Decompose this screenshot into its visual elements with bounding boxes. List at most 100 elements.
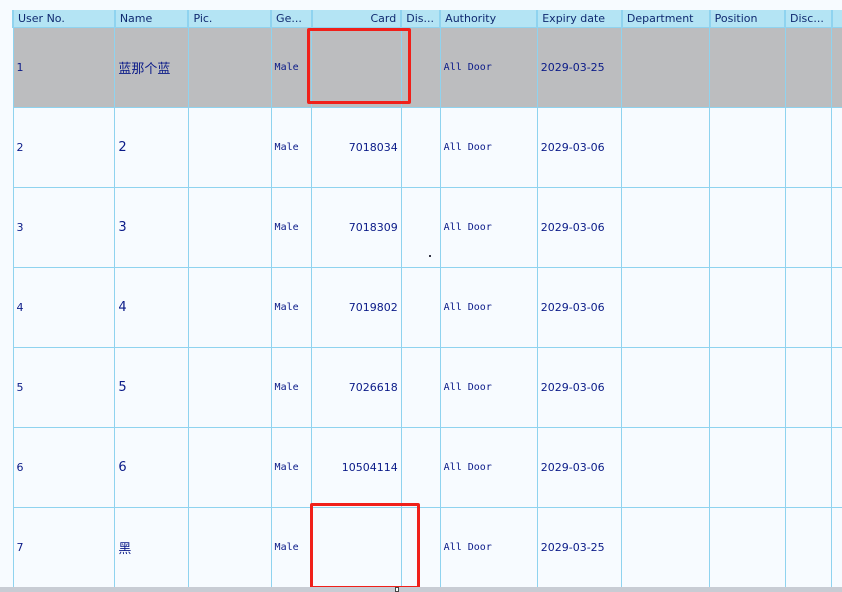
table-row[interactable]: 7 黑 Male All Door 2029-03-25 xyxy=(12,507,842,588)
cell-dis[interactable] xyxy=(400,267,441,348)
cell-dis[interactable] xyxy=(400,507,441,588)
cell-card[interactable]: 7018034 xyxy=(311,107,402,188)
cell-position[interactable] xyxy=(709,187,786,268)
cell-position[interactable] xyxy=(709,427,786,508)
cell-pic[interactable] xyxy=(187,267,272,348)
column-header-extra[interactable] xyxy=(830,10,842,28)
horizontal-scrollbar[interactable] xyxy=(0,587,842,592)
cell-position[interactable] xyxy=(709,107,786,188)
cell-name[interactable]: 4 xyxy=(114,267,189,348)
table-row[interactable]: 4 4 Male 7019802 All Door 2029-03-06 xyxy=(12,267,842,348)
column-header-name[interactable]: Name xyxy=(113,10,189,28)
cell-disc[interactable] xyxy=(784,507,832,588)
cell-disc[interactable] xyxy=(784,27,832,108)
column-header-position[interactable]: Position xyxy=(708,10,786,28)
cell-authority[interactable]: All Door xyxy=(439,27,538,108)
column-header-user-no[interactable]: User No. xyxy=(12,10,115,28)
cell-no[interactable]: 2 xyxy=(12,107,115,188)
cell-name[interactable]: 蓝那个蓝 xyxy=(114,27,189,108)
cell-name[interactable]: 3 xyxy=(114,187,189,268)
cell-position[interactable] xyxy=(709,27,786,108)
cell-pic[interactable] xyxy=(187,507,272,588)
card-highlight-box xyxy=(310,503,420,589)
cell-gender[interactable]: Male xyxy=(270,347,312,428)
cell-name[interactable]: 黑 xyxy=(114,507,189,588)
cell-department[interactable] xyxy=(621,267,710,348)
column-header-department[interactable]: Department xyxy=(620,10,710,28)
cell-disc[interactable] xyxy=(784,107,832,188)
cell-no[interactable]: 5 xyxy=(12,347,115,428)
table-row[interactable]: 5 5 Male 7026618 All Door 2029-03-06 xyxy=(12,347,842,428)
cell-expiry[interactable]: 2029-03-06 xyxy=(536,107,622,188)
cell-no[interactable]: 4 xyxy=(12,267,115,348)
cell-gender[interactable]: Male xyxy=(270,187,312,268)
column-header-disc[interactable]: Disc... xyxy=(784,10,832,28)
resize-handle[interactable] xyxy=(395,587,399,592)
cell-dis[interactable] xyxy=(400,347,441,428)
cell-extra xyxy=(831,507,842,588)
cell-disc[interactable] xyxy=(784,267,832,348)
cell-gender[interactable]: Male xyxy=(270,267,312,348)
cell-department[interactable] xyxy=(621,347,710,428)
cell-authority[interactable]: All Door xyxy=(439,107,538,188)
column-header-expiry-date[interactable]: Expiry date xyxy=(536,10,622,28)
column-header-pic[interactable]: Pic. xyxy=(187,10,272,28)
cell-authority[interactable]: All Door xyxy=(439,267,538,348)
cell-authority[interactable]: All Door xyxy=(439,427,538,508)
cell-pic[interactable] xyxy=(187,347,272,428)
cell-gender[interactable]: Male xyxy=(270,27,312,108)
cell-no[interactable]: 3 xyxy=(12,187,115,268)
cell-card[interactable]: 7026618 xyxy=(311,347,402,428)
cell-name[interactable]: 5 xyxy=(114,347,189,428)
cell-name[interactable]: 2 xyxy=(114,107,189,188)
cell-position[interactable] xyxy=(709,267,786,348)
cell-pic[interactable] xyxy=(187,427,272,508)
cell-card[interactable]: 7018309 xyxy=(311,187,402,268)
cell-authority[interactable]: All Door xyxy=(439,187,538,268)
column-header-gender[interactable]: Ge... xyxy=(270,10,312,28)
column-header-card[interactable]: Card xyxy=(310,10,402,28)
column-header-dis[interactable]: Dis... xyxy=(400,10,441,28)
cell-authority[interactable]: All Door xyxy=(439,507,538,588)
cell-no[interactable]: 1 xyxy=(12,27,115,108)
column-header-authority[interactable]: Authority xyxy=(439,10,538,28)
table-row[interactable]: 3 3 Male 7018309 All Door 2029-03-06 xyxy=(12,187,842,268)
cell-no[interactable]: 7 xyxy=(12,507,115,588)
cell-pic[interactable] xyxy=(187,187,272,268)
cell-position[interactable] xyxy=(709,507,786,588)
cell-authority[interactable]: All Door xyxy=(439,347,538,428)
cell-name[interactable]: 6 xyxy=(114,427,189,508)
cell-gender[interactable]: Male xyxy=(270,427,312,508)
cell-dis[interactable] xyxy=(400,27,441,108)
cell-pic[interactable] xyxy=(187,27,272,108)
table-row[interactable]: 2 2 Male 7018034 All Door 2029-03-06 xyxy=(12,107,842,188)
cell-department[interactable] xyxy=(621,507,710,588)
cell-card[interactable]: 10504114 xyxy=(311,427,402,508)
cell-gender[interactable]: Male xyxy=(270,107,312,188)
cell-dis[interactable] xyxy=(400,107,441,188)
cell-extra xyxy=(831,267,842,348)
cell-expiry[interactable]: 2029-03-06 xyxy=(536,267,622,348)
cell-department[interactable] xyxy=(621,427,710,508)
cell-disc[interactable] xyxy=(784,187,832,268)
cell-expiry[interactable]: 2029-03-06 xyxy=(536,427,622,508)
table-row[interactable]: 6 6 Male 10504114 All Door 2029-03-06 xyxy=(12,427,842,508)
cell-card[interactable]: 7019802 xyxy=(311,267,402,348)
cell-gender[interactable]: Male xyxy=(270,507,312,588)
cell-expiry[interactable]: 2029-03-25 xyxy=(536,27,622,108)
cell-dis[interactable] xyxy=(400,427,441,508)
cell-disc[interactable] xyxy=(784,427,832,508)
cell-dis[interactable] xyxy=(400,187,441,268)
cell-expiry[interactable]: 2029-03-06 xyxy=(536,347,622,428)
cell-no[interactable]: 6 xyxy=(12,427,115,508)
cell-department[interactable] xyxy=(621,107,710,188)
cell-department[interactable] xyxy=(621,27,710,108)
cell-expiry[interactable]: 2029-03-06 xyxy=(536,187,622,268)
cell-pic[interactable] xyxy=(187,107,272,188)
table-row[interactable]: 1 蓝那个蓝 Male All Door 2029-03-25 xyxy=(12,27,842,108)
cell-disc[interactable] xyxy=(784,347,832,428)
cell-expiry[interactable]: 2029-03-25 xyxy=(536,507,622,588)
cell-department[interactable] xyxy=(621,187,710,268)
cell-position[interactable] xyxy=(709,347,786,428)
cell-card[interactable] xyxy=(311,27,402,108)
